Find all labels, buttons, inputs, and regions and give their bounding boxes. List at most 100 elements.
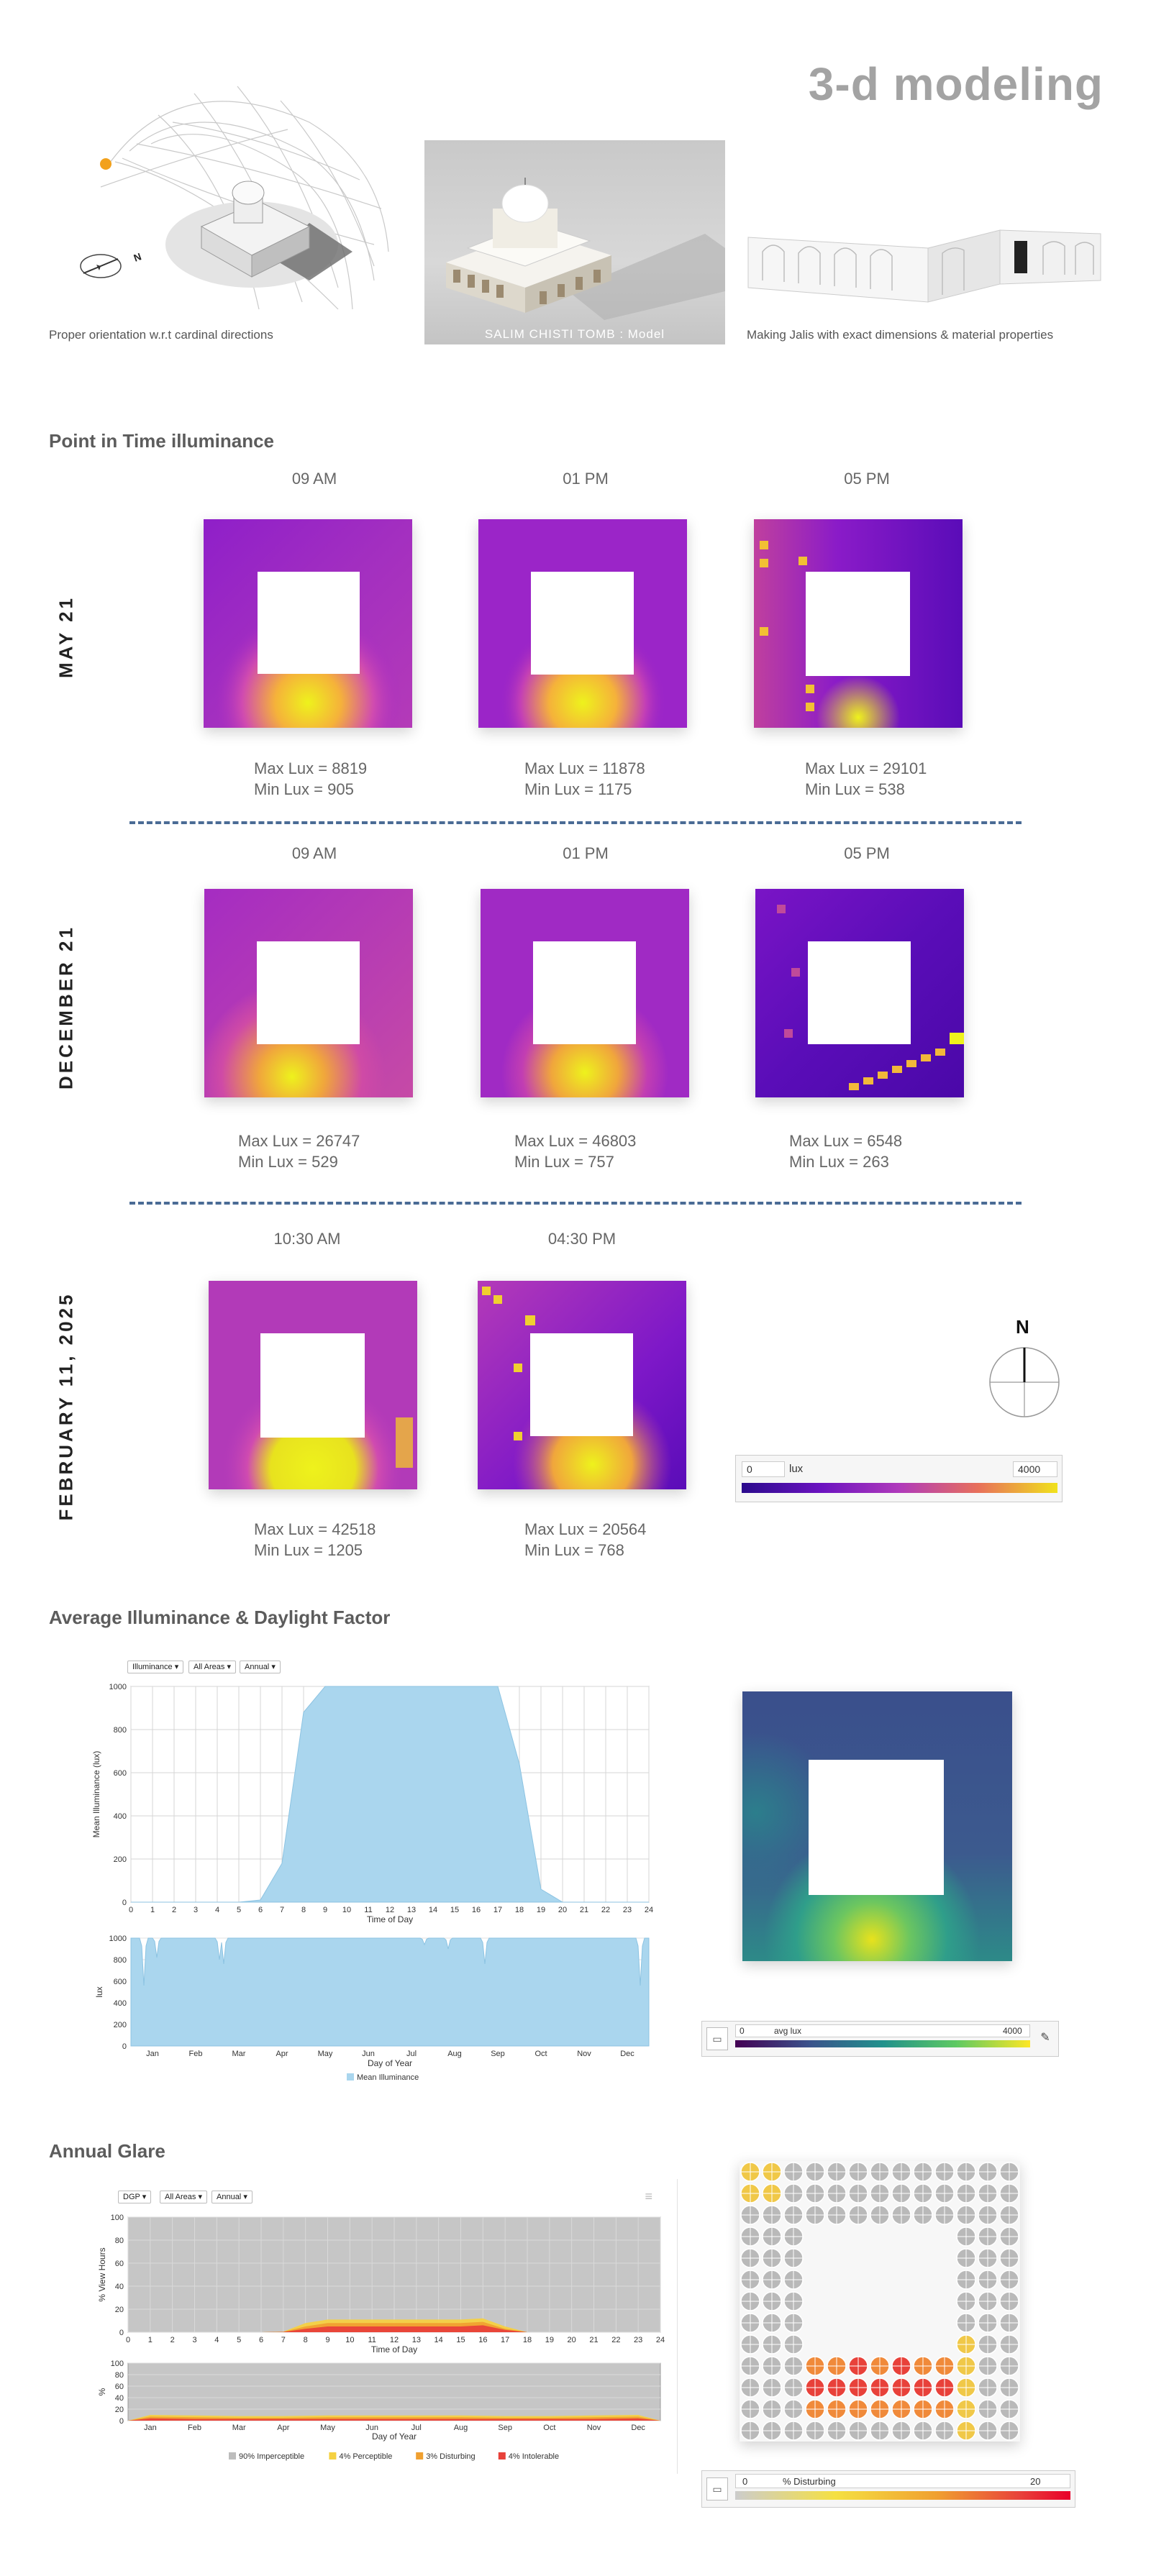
x-tick-label: Nov [577,2050,591,2058]
period-dropdown[interactable]: Annual ▾ [211,2191,253,2203]
y-axis-title: Mean Illuminance (lux) [91,1751,101,1838]
lux-legend: 0 lux 4000 [735,1455,1063,1502]
y-tick-label: 600 [114,1769,127,1778]
min-lux: Min Lux = 529 [238,1153,338,1171]
illuminance-map [204,519,412,728]
x-tick-label: 9 [325,2336,329,2344]
illuminance-time-of-day-chart: 0 1 2 3 4 5 6 7 8 9 10 11 12 13 14 15 16 17 18 19 20 21 22 23 24… [91,1683,653,1924]
x-axis-title: Day of Year [368,2058,412,2068]
x-tick-label: 24 [656,2336,665,2344]
lux-readout: Max Lux = 11878 Min Lux = 1175 [524,758,645,800]
legend-min-field[interactable]: 0 [740,2026,745,2036]
legend-max-field[interactable]: 4000 [1013,1461,1057,1477]
page-title: 3-d modeling [808,58,1104,110]
illuminance-annual-series [130,1937,650,2047]
legend-max-field[interactable]: 20 [1030,2476,1041,2487]
glare-sensor-map [740,2161,1020,2442]
x-axis-title: Time of Day [371,2344,417,2355]
time-label: 05 PM [844,470,890,488]
x-tick-label: 15 [450,1906,459,1914]
orientation-caption: Proper orientation w.r.t cardinal direct… [49,328,273,342]
legend-label: 4% Intolerable [509,2452,559,2461]
glare-series-area [128,2325,660,2332]
y-tick-label: 0 [119,2329,124,2337]
x-tick-label: Nov [587,2424,601,2432]
y-tick-label: 200 [114,2021,127,2029]
max-lux: Max Lux = 11878 [524,759,645,777]
legend-label: 90% Imperceptible [239,2452,304,2461]
period-dropdown[interactable]: Annual ▾ [240,1661,281,1673]
illuminance-map [204,889,413,1097]
avg-lux-legend: ▭ 0 avg lux 4000 ✎ [701,2021,1059,2057]
illum-section-title: Average Illuminance & Daylight Factor [49,1607,391,1628]
x-tick-label: 11 [364,1906,372,1914]
legend-swatch [329,2452,337,2459]
x-tick-label: 17 [501,2336,509,2344]
x-tick-label: 3 [194,1906,198,1914]
illuminance-map [754,519,963,728]
x-tick-label: Apr [276,2050,288,2058]
y-tick-label: 100 [111,2214,124,2222]
metric-dropdown[interactable]: DGP ▾ [118,2191,152,2203]
x-tick-label: 20 [568,2336,576,2344]
legend-unit: % Disturbing [783,2476,836,2487]
legend-unit: lux [789,1463,804,1475]
min-lux: Min Lux = 757 [514,1153,614,1171]
display-toggle-icon[interactable]: ▭ [706,2477,728,2500]
y-tick-label: 400 [114,1999,127,2008]
x-tick-label: 21 [580,1906,588,1914]
x-tick-label: 6 [259,2336,263,2344]
x-tick-label: 13 [407,1906,416,1914]
min-lux: Min Lux = 263 [789,1153,889,1171]
sun-path-diagram: N [80,86,389,310]
x-tick-label: 16 [478,2336,487,2344]
x-tick-label: Jan [144,2424,157,2432]
x-tick-label: 0 [129,1906,133,1914]
y-axis-title: % View Hours [97,2247,107,2301]
display-toggle-icon[interactable]: ▭ [706,2027,728,2050]
x-tick-label: 14 [429,1906,437,1914]
y-tick-label: 20 [115,2306,124,2314]
area-dropdown[interactable]: All Areas ▾ [188,1661,236,1673]
legend-label: 3% Disturbing [426,2452,475,2461]
x-tick-label: 3 [192,2336,196,2344]
y-tick-label: 600 [114,1978,127,1986]
x-tick-label: Aug [454,2424,468,2432]
glare-day-of-year-chart: 0 20 40 60 80 100 Jan Feb Mar Apr May Jun Jul Aug Sep O… [97,2360,661,2461]
x-tick-label: Dec [620,2050,634,2058]
x-tick-label: Dec [631,2424,645,2432]
x-tick-label: Jan [146,2050,159,2058]
x-tick-label: Jun [365,2424,378,2432]
x-tick-label: 2 [170,2336,175,2344]
max-lux: Max Lux = 8819 [254,759,368,777]
row-divider [129,1202,1022,1205]
menu-icon[interactable]: ≡ [645,2189,652,2203]
compass-icon: N [80,250,143,278]
legend-colorbar [742,1483,1057,1493]
y-tick-label: 60 [115,2383,124,2391]
metric-dropdown[interactable]: Illuminance ▾ [127,1661,184,1673]
jalis-caption: Making Jalis with exact dimensions & mat… [747,328,1054,342]
legend-max-field[interactable]: 4000 [1003,2026,1022,2036]
row-label-may21: MAY 21 [55,595,77,679]
x-tick-label: 12 [386,1906,394,1914]
x-tick-label: May [320,2424,335,2432]
legend-min-field[interactable]: 0 [742,1461,785,1477]
time-label: 09 AM [291,470,337,488]
jali-model-image [747,229,1101,303]
y-tick-label: 40 [115,2283,124,2291]
north-compass-icon [989,1347,1060,1417]
min-lux: Min Lux = 1205 [254,1541,363,1559]
area-dropdown[interactable]: All Areas ▾ [160,2191,207,2203]
legend-min-field[interactable]: 0 [742,2476,748,2487]
x-tick-label: 0 [126,2336,130,2344]
x-tick-label: 2 [172,1906,176,1914]
y-tick-label: 0 [122,2042,127,2051]
y-tick-label: 0 [119,2417,124,2426]
x-tick-label: Oct [543,2424,555,2432]
x-tick-label: 6 [258,1906,263,1914]
edit-pencil-icon[interactable]: ✎ [1040,2032,1050,2044]
time-label: 10:30 AM [273,1230,341,1248]
time-label: 01 PM [563,844,609,862]
x-tick-label: 13 [412,2336,421,2344]
